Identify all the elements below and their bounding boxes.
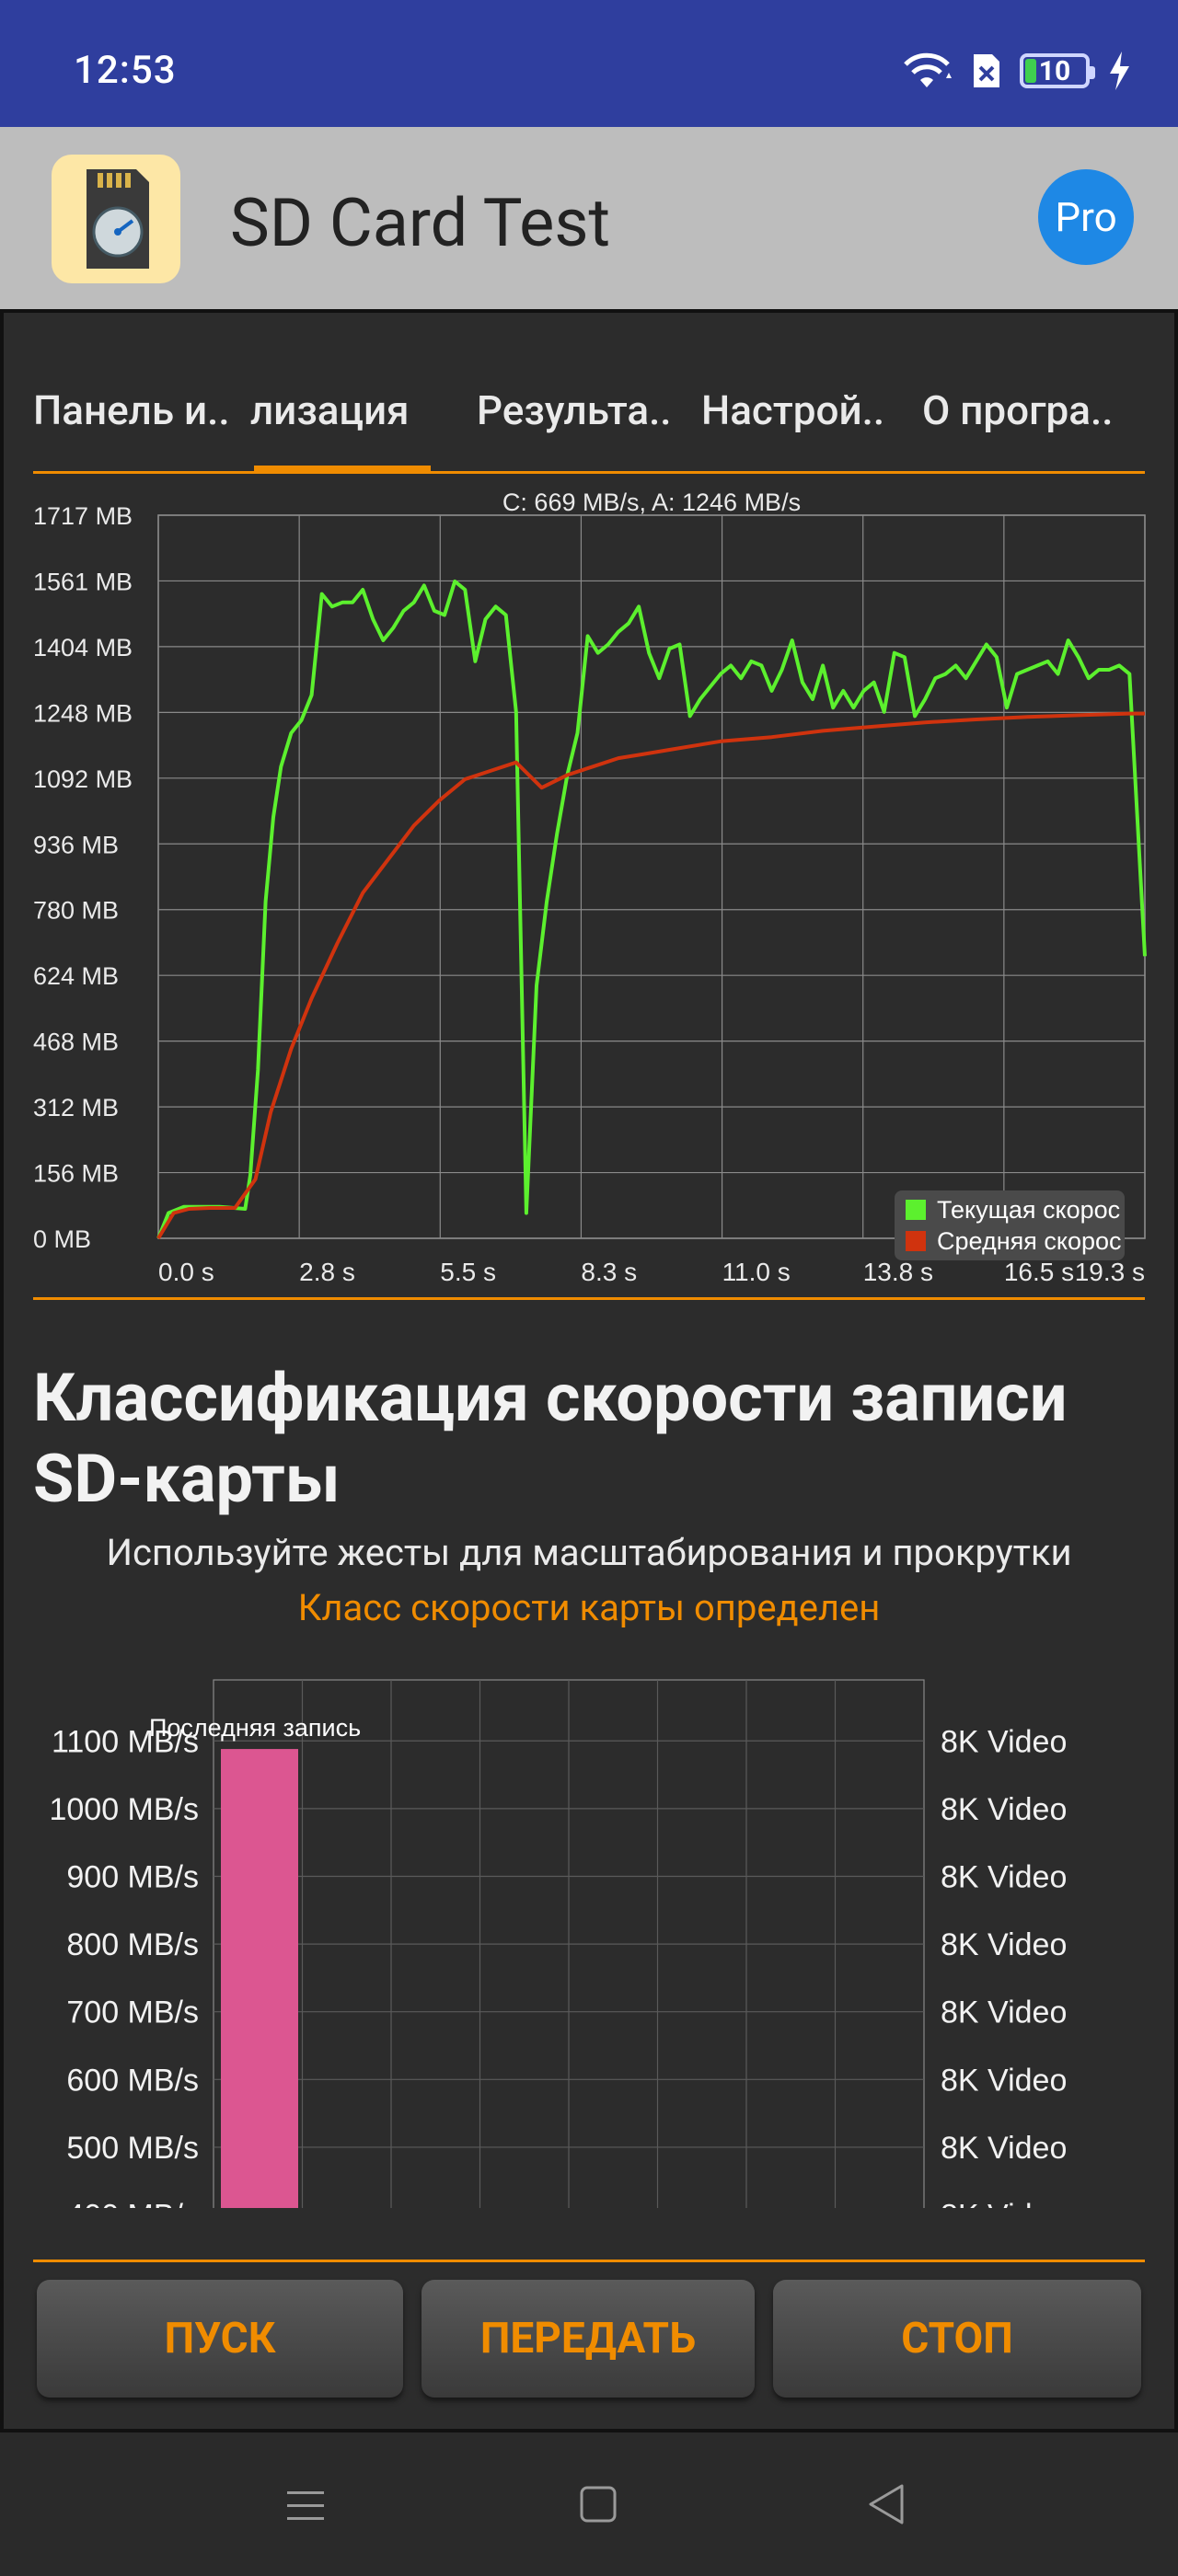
bar-label: Последняя запись	[149, 1714, 361, 1742]
sd-card-speedometer-icon	[52, 155, 180, 283]
series-line-average-speed	[156, 711, 1145, 1240]
y-tick-label: 624 MB	[33, 962, 119, 990]
bar-y-tick-label: 700 MB/s	[66, 1995, 199, 2030]
bar-class-label: 8K Video	[941, 1724, 1067, 1759]
battery-fill	[1025, 59, 1036, 83]
app-bar: SD Card Test Pro	[0, 127, 1178, 309]
bar-y-tick-label: 1100 MB/s	[52, 1724, 199, 1759]
chart-header: C: 669 MB/s, A: 1246 MB/s	[502, 489, 801, 516]
legend-swatch-average	[906, 1231, 926, 1251]
tab-selected-indicator	[254, 466, 431, 473]
speed-line-chart[interactable]: 1717 MB 1561 MB 1404 MB 1248 MB 1092 MB 936 M…	[0, 0, 1178, 1306]
last-record-bar	[221, 1749, 298, 2208]
battery-icon: 10	[1020, 53, 1095, 88]
bar-class-label: 8K Video	[941, 2063, 1067, 2098]
wifi-icon	[900, 51, 953, 91]
legend-label-current: Текущая скорос	[937, 1196, 1120, 1224]
battery-tip	[1090, 66, 1095, 79]
bar-y-tick-label: 600 MB/s	[66, 2063, 199, 2098]
menu-icon[interactable]	[283, 2477, 328, 2536]
y-tick-label: 1092 MB	[33, 765, 133, 793]
speed-class-bar-chart[interactable]: 1100 MB/s 8K Video 1000 MB/s 8K Video 900 MB…	[0, 1656, 1178, 2208]
legend-swatch-current	[906, 1200, 926, 1220]
status-icons: 10	[900, 48, 1132, 94]
pro-button[interactable]: Pro	[1038, 169, 1134, 265]
y-tick-label: 468 MB	[33, 1029, 119, 1056]
transfer-button[interactable]: ПЕРЕДАТЬ	[422, 2280, 755, 2398]
charging-icon	[1106, 50, 1132, 92]
x-tick-label: 13.8 s	[863, 1258, 933, 1286]
system-nav-bar	[0, 2432, 1178, 2576]
bar-y-tick-label: 500 MB/s	[66, 2131, 199, 2166]
series-line-current-speed	[156, 579, 1147, 1239]
y-tick-label: 156 MB	[33, 1160, 119, 1188]
bar-y-tick-label: 800 MB/s	[66, 1927, 199, 1962]
bar-class-label: 8K Video	[941, 1859, 1067, 1894]
bar-class-label: 8K Video	[941, 2131, 1067, 2166]
y-tick-label: 0 MB	[33, 1225, 91, 1253]
classification-subtitle: Используйте жесты для масштабирования и …	[106, 1531, 1072, 1574]
chart-bottom-line	[33, 1297, 1145, 1300]
y-tick-label: 1404 MB	[33, 634, 133, 661]
legend-box	[895, 1190, 1125, 1260]
y-tick-label: 780 MB	[33, 897, 119, 925]
classification-status: Класс скорости карты определен	[297, 1586, 881, 1629]
tab-settings[interactable]: Настрой..	[701, 386, 885, 434]
tab-underline	[33, 471, 1145, 474]
status-bar: 12:53 10	[0, 0, 1178, 127]
bar-y-tick-label: 1000 MB/s	[49, 1792, 199, 1827]
x-tick-label: 5.5 s	[440, 1258, 496, 1286]
bar-class-label: 8K Video	[941, 1927, 1067, 1962]
bar-y-tick-label: 900 MB/s	[66, 1859, 199, 1894]
y-tick-label: 312 MB	[33, 1094, 119, 1121]
start-button[interactable]: ПУСК	[37, 2280, 403, 2398]
legend-label-average: Средняя скорос	[937, 1227, 1122, 1255]
classification-title: Классификация скорости записи SD-карты	[33, 1359, 1068, 1518]
y-tick-label: 1717 MB	[33, 502, 133, 530]
bar-class-label: 8K Video	[941, 1792, 1067, 1827]
back-icon[interactable]	[865, 2477, 909, 2536]
battery-level: 10	[1038, 54, 1071, 87]
x-tick-label: 11.0 s	[722, 1258, 791, 1286]
tab-about[interactable]: О програ..	[922, 386, 1114, 434]
stop-button[interactable]: СТОП	[773, 2280, 1141, 2398]
tab-results[interactable]: Результа..	[477, 386, 672, 434]
status-time: 12:53	[74, 48, 177, 93]
x-tick-label: 0.0 s	[158, 1258, 214, 1286]
plot-area	[157, 514, 1146, 1239]
y-tick-label: 1561 MB	[33, 568, 133, 595]
x-tick-label: 19.3 s	[1075, 1258, 1145, 1286]
bar-class-label: 8K Video	[941, 2199, 1067, 2208]
y-tick-label: 936 MB	[33, 831, 119, 858]
x-tick-label: 8.3 s	[581, 1258, 637, 1286]
y-tick-label: 1248 MB	[33, 699, 133, 727]
tab-bar: Панель и.. лизация Результа.. Настрой.. …	[33, 386, 1147, 442]
x-tick-label: 2.8 s	[299, 1258, 355, 1286]
tab-visualization[interactable]: лизация	[250, 386, 410, 434]
bar-class-label: 8K Video	[941, 1995, 1067, 2030]
home-icon[interactable]	[576, 2477, 620, 2536]
buttons-divider	[33, 2260, 1145, 2262]
app-title: SD Card Test	[230, 184, 611, 262]
tab-dashboard[interactable]: Панель и..	[33, 386, 230, 434]
sim-off-icon	[970, 51, 1003, 91]
x-tick-label: 16.5 s	[1004, 1258, 1074, 1286]
bar-y-tick-label: 400 MB/s	[66, 2199, 199, 2208]
